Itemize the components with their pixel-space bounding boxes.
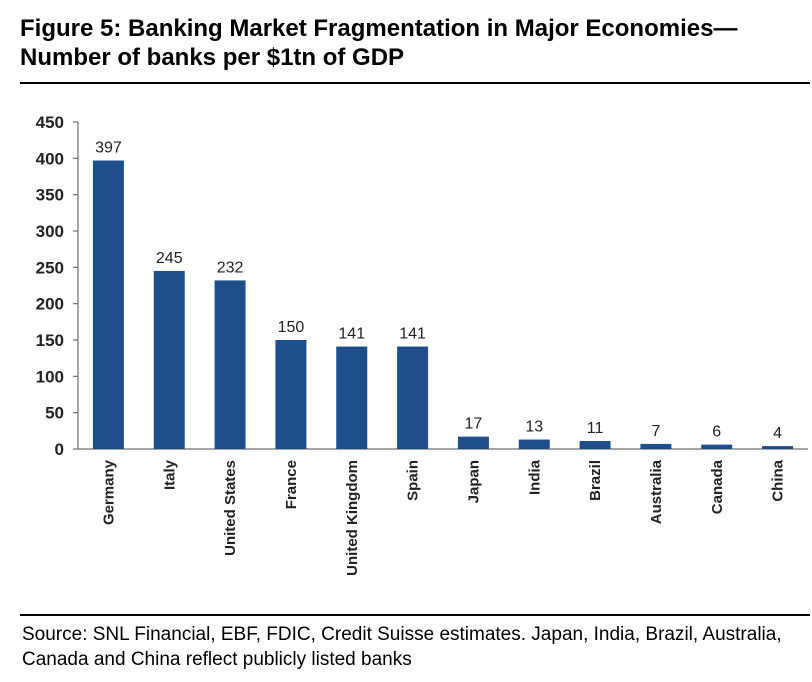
- x-tick-label: Brazil: [587, 460, 604, 501]
- title-divider: [20, 82, 810, 84]
- data-label: 4: [773, 425, 782, 442]
- bar: [579, 441, 611, 449]
- data-label: 7: [651, 423, 660, 440]
- x-tick-label: United States: [222, 460, 239, 556]
- bar: [153, 270, 185, 449]
- data-label: 141: [399, 326, 426, 343]
- bar: [92, 160, 124, 449]
- y-tick-label: 350: [36, 186, 64, 205]
- x-tick-label: France: [283, 460, 300, 509]
- data-label: 397: [95, 140, 122, 157]
- y-tick-label: 400: [36, 149, 64, 168]
- bar: [701, 444, 733, 449]
- x-tick-label: United Kingdom: [344, 460, 361, 576]
- bar: [275, 340, 307, 449]
- bar: [397, 346, 429, 449]
- y-tick-label: 200: [36, 295, 64, 314]
- x-tick-label: Canada: [709, 459, 726, 514]
- data-label: 13: [525, 419, 543, 436]
- x-tick-label: Australia: [648, 459, 665, 524]
- bar: [457, 436, 489, 449]
- x-tick-label: Italy: [161, 459, 178, 490]
- data-label: 17: [465, 416, 483, 433]
- chart-title-line-2: Number of banks per $1tn of GDP: [20, 44, 405, 71]
- data-label: 141: [338, 326, 365, 343]
- y-tick-label: 100: [36, 367, 64, 386]
- x-tick-label: Germany: [100, 459, 117, 525]
- data-label: 245: [156, 250, 183, 267]
- footer-divider: [20, 614, 810, 616]
- y-tick-label: 150: [36, 331, 64, 350]
- x-tick-label: Japan: [465, 460, 482, 503]
- x-tick-label: Spain: [405, 460, 422, 501]
- chart-title-line-1: Figure 5: Banking Market Fragmentation i…: [20, 15, 738, 42]
- y-tick-label: 300: [36, 222, 64, 241]
- y-tick-label: 50: [45, 404, 64, 423]
- x-tick-label: India: [526, 459, 543, 495]
- y-tick-label: 250: [36, 258, 64, 277]
- y-tick-label: 450: [36, 113, 64, 132]
- y-tick-label: 0: [55, 440, 64, 459]
- bar: [518, 439, 550, 449]
- x-tick-label: China: [770, 459, 787, 501]
- source-note: Source: SNL Financial, EBF, FDIC, Credit…: [22, 624, 782, 670]
- data-label: 232: [217, 259, 244, 276]
- bar: [214, 280, 246, 449]
- bar: [336, 346, 368, 449]
- data-label: 6: [712, 424, 721, 441]
- bar: [762, 446, 794, 449]
- chart-title: Figure 5: Banking Market Fragmentation i…: [20, 14, 805, 72]
- data-label: 150: [278, 319, 305, 336]
- data-label: 11: [587, 420, 604, 437]
- bar-chart: 0 50 100 150 200 250 300 350 400 450 397 Germany 245…: [36, 113, 808, 576]
- bar: [640, 443, 672, 449]
